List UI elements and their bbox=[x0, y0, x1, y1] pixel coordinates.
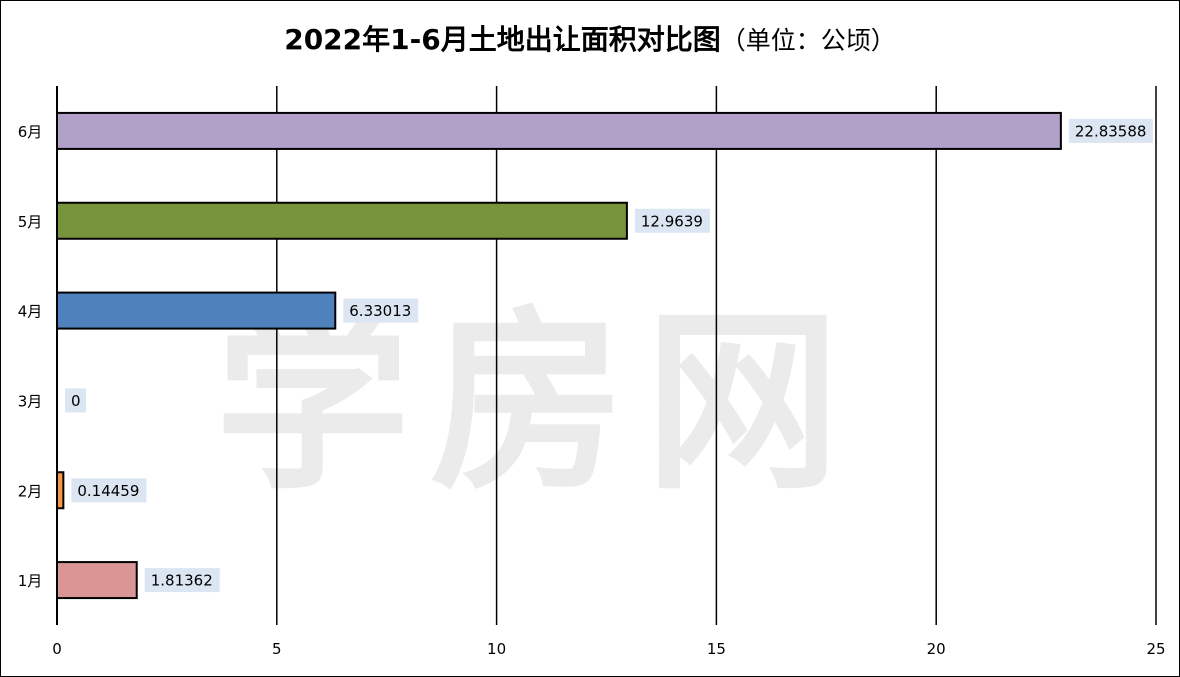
y-tick-label-5月: 5月 bbox=[18, 213, 43, 231]
data-label-bg-6月 bbox=[1068, 118, 1153, 143]
y-tick-label-4月: 4月 bbox=[18, 303, 43, 321]
data-label-5月: 12.9639 bbox=[641, 212, 703, 230]
x-tick-label-5: 5 bbox=[272, 640, 282, 658]
data-label-2月: 0.14459 bbox=[77, 482, 139, 500]
chart-title-main: 2022年1-6月土地出让面积对比图 bbox=[284, 23, 721, 56]
chart-title: 2022年1-6月土地出让面积对比图（单位：公顷） bbox=[0, 18, 1180, 58]
y-tick-label-6月: 6月 bbox=[18, 123, 43, 141]
bar-4月 bbox=[56, 291, 337, 330]
bar-1月 bbox=[56, 561, 138, 600]
data-label-1月: 1.81362 bbox=[151, 572, 213, 590]
bar-6月 bbox=[56, 111, 1062, 150]
data-label-bg-3月 bbox=[65, 388, 86, 413]
x-tick-label-15: 15 bbox=[707, 640, 726, 658]
data-label-bg-1月 bbox=[144, 568, 220, 593]
y-tick-label-2月: 2月 bbox=[18, 482, 43, 500]
data-label-bg-5月 bbox=[634, 208, 710, 233]
bar-5月 bbox=[56, 201, 628, 240]
data-label-3月: 0 bbox=[71, 392, 81, 410]
data-label-bg-4月 bbox=[343, 298, 419, 323]
chart-title-unit: （单位：公顷） bbox=[720, 26, 896, 55]
x-tick-label-10: 10 bbox=[487, 640, 506, 658]
data-label-6月: 22.83588 bbox=[1075, 122, 1147, 140]
data-label-4月: 6.33013 bbox=[349, 302, 411, 320]
x-tick-label-25: 25 bbox=[1146, 640, 1165, 658]
data-label-bg-2月 bbox=[71, 478, 147, 503]
y-tick-label-1月: 1月 bbox=[18, 572, 43, 590]
x-tick-label-20: 20 bbox=[927, 640, 946, 658]
y-tick-label-3月: 3月 bbox=[18, 392, 43, 410]
x-tick-label-0: 0 bbox=[52, 640, 62, 658]
